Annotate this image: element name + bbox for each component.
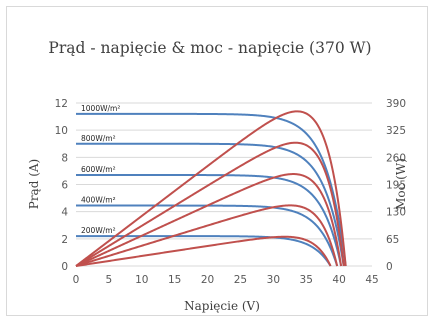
irradiance-label: 400W/m² <box>81 196 116 205</box>
y-right-tick-label: 260 <box>386 152 406 164</box>
current-voltage-curve <box>76 235 332 267</box>
x-tick-label: 30 <box>267 274 280 286</box>
y-right-tick-label: 390 <box>386 98 406 110</box>
grid-layer <box>76 102 372 267</box>
x-tick-label: 0 <box>73 274 80 286</box>
y-right-axis-title: Moc (W) <box>394 158 408 210</box>
y-right-tick-label: 195 <box>386 180 406 192</box>
y-left-tick-label: 10 <box>55 125 68 137</box>
x-tick-label: 10 <box>135 274 148 286</box>
irradiance-label: 800W/m² <box>81 134 116 143</box>
current-voltage-curve <box>76 173 343 267</box>
y-left-tick-label: 4 <box>61 207 68 219</box>
power-curves <box>75 110 347 267</box>
x-tick-label: 15 <box>168 274 181 286</box>
power-voltage-curve <box>75 173 343 267</box>
y-right-tick-label: 0 <box>386 261 393 273</box>
x-tick-label: 20 <box>201 274 214 286</box>
y-left-tick-label: 12 <box>55 98 68 110</box>
power-voltage-curve <box>75 235 332 267</box>
irradiance-label: 1000W/m² <box>81 104 120 113</box>
y-right-tick-label: 130 <box>386 207 406 219</box>
x-tick-label: 45 <box>365 274 378 286</box>
current-voltage-curve <box>76 112 347 267</box>
power-voltage-curve <box>75 110 347 267</box>
y-left-tick-label: 8 <box>61 152 68 164</box>
irradiance-label: 600W/m² <box>81 165 116 174</box>
y-left-tick-label: 0 <box>61 261 68 273</box>
power-voltage-curve <box>75 204 339 267</box>
current-curves <box>76 112 347 267</box>
power-voltage-curve <box>75 141 345 267</box>
y-left-tick-label: 2 <box>61 234 68 246</box>
chart-title: Prąd - napięcie & moc - napięcie (370 W) <box>48 39 371 57</box>
y-right-tick-label: 65 <box>386 234 399 246</box>
y-left-axis-title: Prąd (A) <box>27 159 41 210</box>
x-tick-label: 40 <box>332 274 345 286</box>
chart-frame <box>6 6 428 316</box>
x-tick-label: 25 <box>234 274 247 286</box>
y-right-tick-label: 325 <box>386 125 406 137</box>
x-tick-label: 35 <box>300 274 313 286</box>
irradiance-label: 200W/m² <box>81 226 116 235</box>
x-tick-label: 5 <box>106 274 113 286</box>
current-voltage-curve <box>76 142 345 267</box>
y-left-tick-label: 6 <box>61 180 68 192</box>
irradiance-labels: 1000W/m² 800W/m² 600W/m² 400W/m² 200W/m² <box>81 104 120 235</box>
x-axis-title: Napięcie (V) <box>184 299 260 313</box>
